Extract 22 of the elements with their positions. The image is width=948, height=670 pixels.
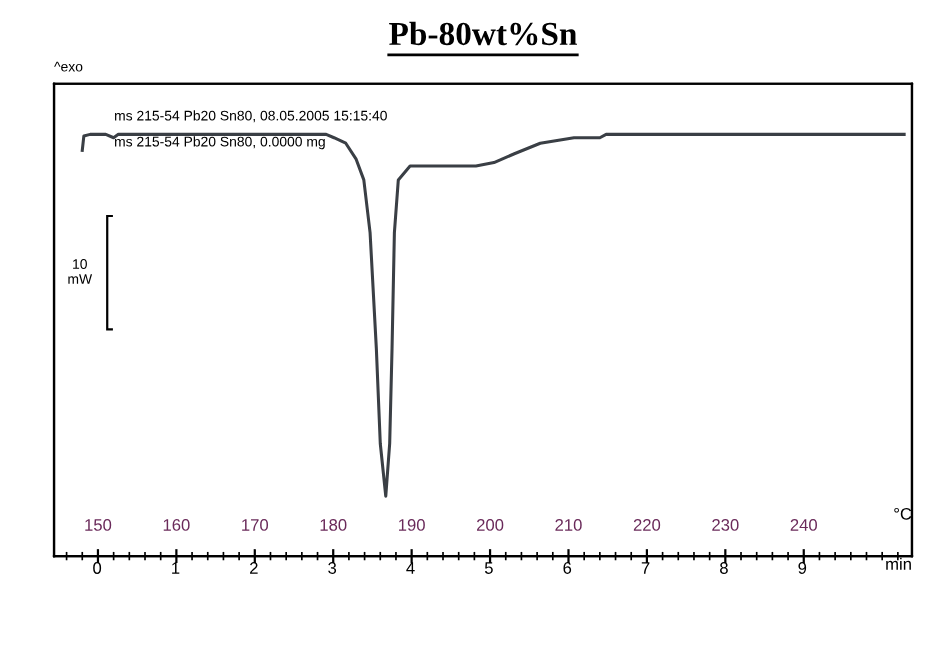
x-tick-label: 150 <box>85 519 112 531</box>
x2-tick-label: 0 <box>93 562 102 574</box>
x-tick-label: 220 <box>633 519 661 531</box>
chart-title: Pb-80wt%Sn <box>389 21 577 46</box>
x2-tick-label: 8 <box>720 562 728 574</box>
x-tick-label: 160 <box>163 519 190 531</box>
x-tick-label: 170 <box>242 519 269 531</box>
x-tick-label: 230 <box>712 519 739 531</box>
x2-axis-title: min <box>886 557 911 570</box>
x-axis-title: °C <box>894 507 912 520</box>
x2-tick-label: 3 <box>328 562 337 574</box>
x-tick-label: 190 <box>399 519 425 531</box>
x2-tick-label: 5 <box>484 562 493 574</box>
x-tick-label: 240 <box>790 519 818 531</box>
x2-tick-label: 9 <box>798 562 807 574</box>
x2-tick-label: 1 <box>172 562 180 574</box>
x-tick-label: 180 <box>320 519 347 531</box>
x2-tick-label: 4 <box>406 562 415 574</box>
x-tick-label: 210 <box>555 519 582 531</box>
x2-tick-label: 6 <box>563 562 572 574</box>
x2-tick-label: 2 <box>250 562 258 574</box>
x-tick-label: 200 <box>477 519 504 531</box>
